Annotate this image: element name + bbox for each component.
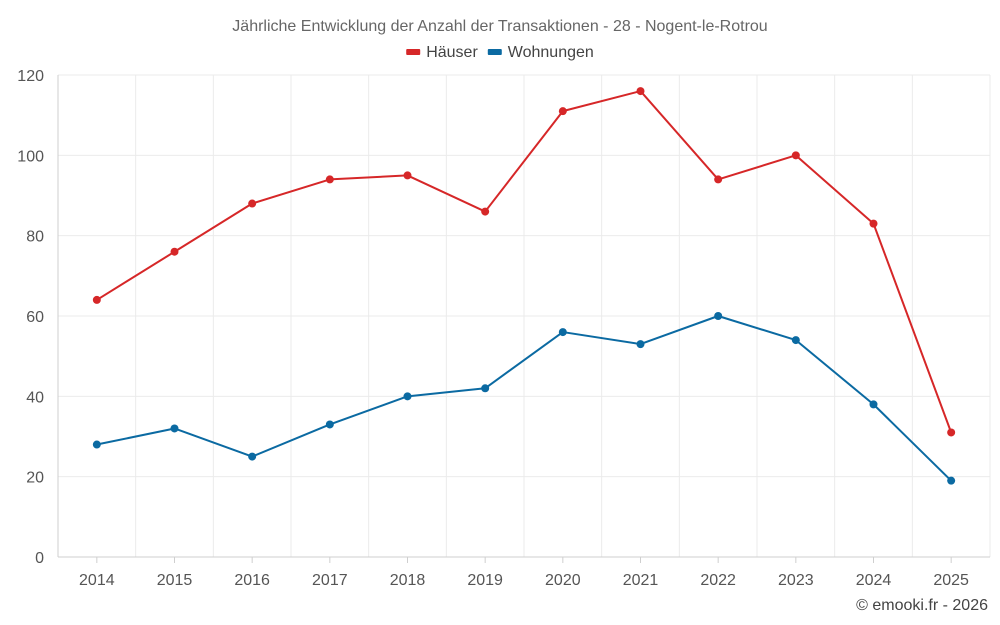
series-1 xyxy=(92,87,956,437)
data-point[interactable] xyxy=(947,428,956,437)
data-point[interactable] xyxy=(481,207,490,216)
x-tick-label: 2024 xyxy=(856,572,892,589)
data-point[interactable] xyxy=(92,295,101,304)
x-tick-label: 2025 xyxy=(933,572,969,589)
data-point[interactable] xyxy=(325,175,334,184)
x-tick-label: 2016 xyxy=(234,572,270,589)
y-tick-label: 120 xyxy=(17,68,44,85)
data-point[interactable] xyxy=(636,87,645,96)
axes: 0 20 40 60 80 100 120 2014 2015 2016 2017 2018 2019 2… xyxy=(17,68,990,589)
data-point[interactable] xyxy=(403,171,412,180)
x-tick-label: 2021 xyxy=(623,572,659,589)
data-point[interactable] xyxy=(481,384,490,393)
data-point[interactable] xyxy=(170,247,179,256)
data-point[interactable] xyxy=(636,340,645,349)
data-point[interactable] xyxy=(92,440,101,449)
series-line xyxy=(96,315,952,482)
x-tick-label: 2023 xyxy=(778,572,814,589)
x-tick-label: 2019 xyxy=(467,572,503,589)
y-tick-label: 40 xyxy=(26,389,44,406)
data-point[interactable] xyxy=(248,452,257,461)
grid xyxy=(57,74,991,557)
data-point[interactable] xyxy=(947,476,956,485)
data-point[interactable] xyxy=(869,219,878,228)
series-layer xyxy=(92,87,956,485)
legend-label: Wohnungen xyxy=(508,44,594,61)
x-tick-label: 2017 xyxy=(312,572,348,589)
x-tick-label: 2018 xyxy=(390,572,426,589)
data-point[interactable] xyxy=(558,107,567,116)
x-tick-label: 2014 xyxy=(79,572,115,589)
data-point[interactable] xyxy=(558,328,567,337)
x-tick-label: 2020 xyxy=(545,572,581,589)
data-point[interactable] xyxy=(714,312,723,320)
data-point[interactable] xyxy=(248,199,257,208)
data-point[interactable] xyxy=(791,336,800,345)
chart-title: Jährliche Entwicklung der Anzahl der Tra… xyxy=(232,18,767,35)
y-tick-label: 100 xyxy=(17,148,44,165)
data-point[interactable] xyxy=(714,175,723,184)
data-point[interactable] xyxy=(325,420,334,429)
y-tick-label: 60 xyxy=(26,309,44,326)
data-point[interactable] xyxy=(170,424,179,433)
y-tick-label: 20 xyxy=(26,470,44,487)
data-point[interactable] xyxy=(869,400,878,409)
credit-text: © emooki.fr - 2026 xyxy=(856,597,988,614)
series-line xyxy=(96,90,953,433)
legend-label: Häuser xyxy=(426,44,478,61)
legend-item-2[interactable]: Wohnungen xyxy=(487,44,594,61)
legend-swatch xyxy=(487,49,502,55)
series-2 xyxy=(92,312,956,485)
legend-swatch xyxy=(406,49,421,55)
x-tick-label: 2022 xyxy=(700,572,736,589)
legend-item-1[interactable]: Häuser xyxy=(406,44,478,61)
data-point[interactable] xyxy=(403,392,412,401)
data-point[interactable] xyxy=(791,151,800,160)
legend: Häuser Wohnungen xyxy=(406,44,594,61)
y-tick-label: 0 xyxy=(35,550,44,567)
x-tick-label: 2015 xyxy=(157,572,193,589)
y-tick-label: 80 xyxy=(26,229,44,246)
